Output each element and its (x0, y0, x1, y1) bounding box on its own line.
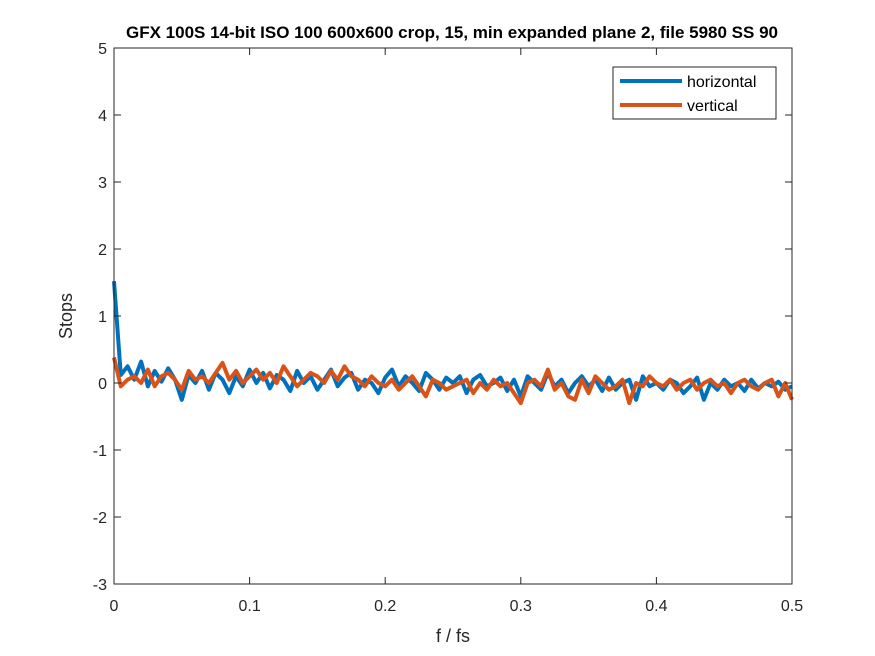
x-tick-label: 0.3 (510, 598, 532, 615)
y-tick-label: 3 (98, 175, 107, 192)
x-tick-label: 0.5 (781, 598, 803, 615)
y-tick-label: 0 (98, 376, 107, 393)
tick-layer: 0 0.1 0.2 0.3 0.4 0.5 -3 -2 -1 0 1 2 3 4 5 (93, 41, 803, 615)
y-tick-label: -2 (93, 510, 107, 527)
x-tick-label: 0.1 (238, 598, 260, 615)
x-tick-label: 0.2 (374, 598, 396, 615)
series-layer (112, 281, 794, 406)
y-tick-label: -1 (93, 443, 107, 460)
chart-title: GFX 100S 14-bit ISO 100 600x600 crop, 15… (126, 23, 778, 42)
legend-label-horizontal: horizontal (687, 74, 756, 91)
plot-area (114, 48, 792, 584)
y-tick-label: 1 (98, 309, 107, 326)
y-tick-label: 4 (98, 108, 107, 125)
y-tick-label: -3 (93, 577, 107, 594)
y-tick-label: 5 (98, 41, 107, 58)
legend: horizontal vertical (612, 66, 777, 120)
legend-box (612, 66, 777, 120)
y-axis-label: Stops (56, 293, 76, 339)
x-axis-label: f / fs (436, 626, 470, 646)
x-tick-label: 0.4 (645, 598, 667, 615)
y-tick-label: 2 (98, 242, 107, 259)
legend-label-vertical: vertical (687, 98, 738, 115)
x-tick-label: 0 (110, 598, 119, 615)
series-line-vertical (112, 357, 794, 406)
